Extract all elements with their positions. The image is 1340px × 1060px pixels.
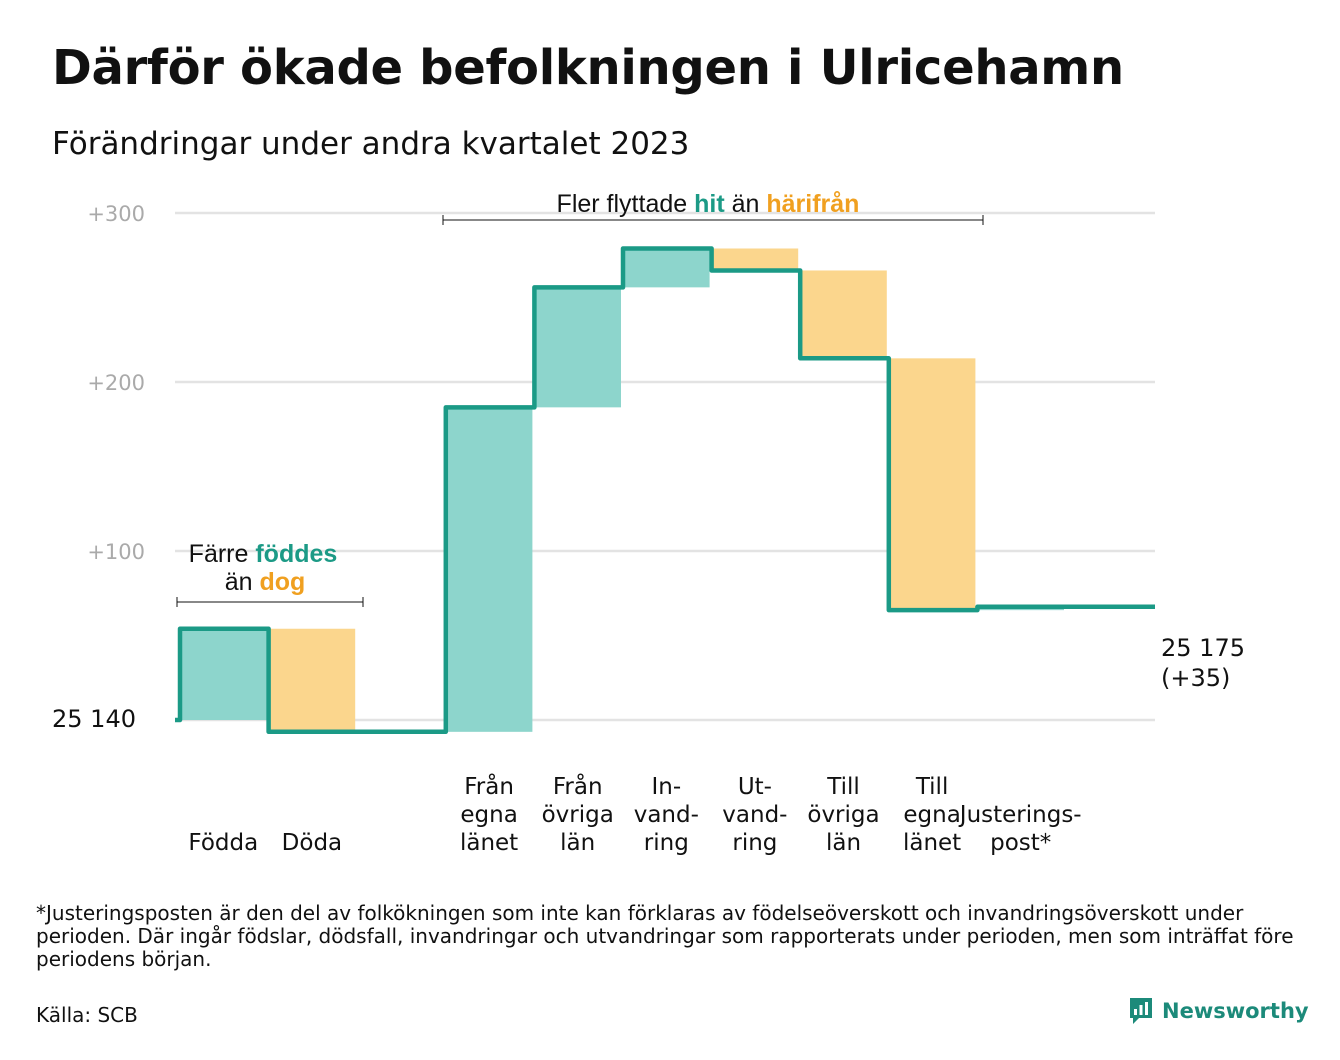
- x-category-label: Till: [826, 774, 860, 800]
- x-category-label: Ut-: [738, 774, 772, 800]
- migration-annotation: Fler flyttade hit än härifrån: [557, 190, 860, 218]
- chart-subtitle: Förändringar under andra kvartalet 2023: [52, 126, 690, 162]
- x-category-label: Döda: [282, 830, 342, 856]
- x-category-label: post*: [990, 830, 1051, 856]
- x-category-label: Från: [464, 772, 514, 800]
- bar-till-övriga-län: [800, 270, 887, 359]
- x-category-label: Justerings-: [958, 802, 1082, 828]
- x-category-label: ring: [644, 830, 689, 856]
- source-label: Källa: SCB: [36, 1003, 138, 1027]
- x-category-label: län: [560, 830, 595, 856]
- waterfall-chart: +300+200+100 Födda DödaFrånegnalänetFrånö…: [52, 190, 1245, 856]
- bar-till-egna-länet: [888, 358, 976, 611]
- migration-annotation-prefix: Fler flyttade: [557, 190, 695, 218]
- x-category-label: ring: [732, 830, 777, 856]
- y-tick-label: +300: [87, 202, 145, 226]
- bar-från-övriga-län: [534, 287, 621, 408]
- base-value-label: 25 140: [52, 705, 136, 733]
- bar-in-vand-ring: [623, 248, 710, 288]
- births-annotation-line2: än dog: [225, 568, 306, 596]
- x-category-label: länet: [460, 830, 518, 856]
- y-tick-label: +200: [87, 371, 145, 395]
- migration-annotation-hit: hit: [694, 190, 725, 218]
- x-category-label: egna: [903, 802, 960, 828]
- x-category-label: övriga: [807, 802, 879, 828]
- y-tick-label: +100: [87, 540, 145, 564]
- births-annotation-line1: Färre föddes: [189, 540, 338, 568]
- deaths-annotation-prefix: än: [225, 568, 260, 596]
- x-category-label: övriga: [542, 802, 614, 828]
- x-category-label: In-: [651, 774, 681, 800]
- deaths-annotation-highlight: dog: [259, 568, 305, 596]
- end-change-label: (+35): [1161, 664, 1230, 692]
- bar-födda: [180, 628, 267, 720]
- brand-name: Newsworthy: [1162, 999, 1309, 1023]
- births-annotation-highlight: föddes: [255, 540, 337, 568]
- chart-title: Därför ökade befolkningen i Ulricehamn: [52, 40, 1124, 96]
- x-category-label: Födda: [188, 830, 258, 856]
- migration-annotation-middle: än: [725, 190, 767, 218]
- x-category-label: länet: [903, 830, 961, 856]
- births-annotation-prefix: Färre: [189, 540, 256, 568]
- migration-annotation-harifran: härifrån: [766, 190, 859, 218]
- bar-döda: [268, 628, 356, 732]
- bar-chart-speech-icon: [1130, 998, 1152, 1024]
- brand-logo: Newsworthy: [1128, 996, 1309, 1026]
- footnote: *Justeringsposten är den del av folkökni…: [36, 901, 1294, 971]
- x-category-label: Till: [915, 774, 949, 800]
- x-category-label: vand-: [634, 802, 699, 828]
- x-category-label: Från: [553, 772, 603, 800]
- x-category-label: län: [826, 830, 861, 856]
- x-category-label: egna: [460, 802, 517, 828]
- bar-ut-vand-ring: [711, 248, 799, 271]
- cumulative-step-line: [175, 246, 1155, 735]
- end-value-label: 25 175: [1161, 634, 1245, 662]
- bar-från-egna-länet: [445, 407, 533, 732]
- x-category-label: vand-: [722, 802, 787, 828]
